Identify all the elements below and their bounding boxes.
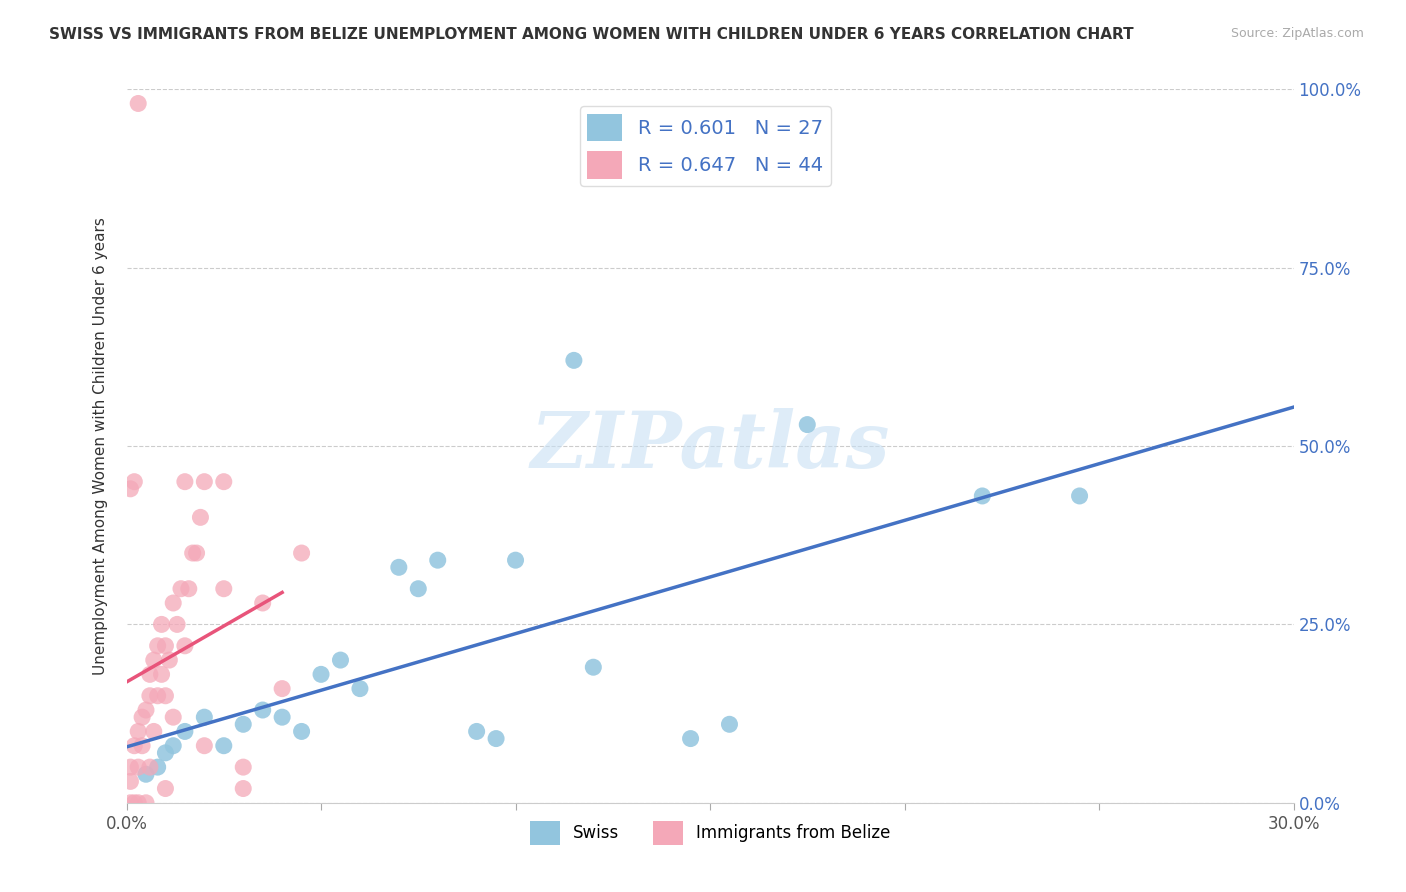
Immigrants from Belize xyxy=(190,510,212,524)
Swiss xyxy=(796,417,818,432)
Immigrants from Belize xyxy=(127,760,149,774)
Immigrants from Belize xyxy=(212,582,235,596)
Immigrants from Belize xyxy=(162,596,184,610)
Swiss xyxy=(388,560,411,574)
Immigrants from Belize xyxy=(150,667,173,681)
Immigrants from Belize xyxy=(290,546,312,560)
Immigrants from Belize xyxy=(131,739,153,753)
Immigrants from Belize xyxy=(232,760,254,774)
Immigrants from Belize xyxy=(139,689,162,703)
Swiss xyxy=(309,667,332,681)
Immigrants from Belize xyxy=(271,681,294,696)
Swiss xyxy=(329,653,352,667)
Swiss xyxy=(193,710,215,724)
Immigrants from Belize xyxy=(139,760,162,774)
Immigrants from Belize xyxy=(146,689,169,703)
Immigrants from Belize xyxy=(252,596,274,610)
Immigrants from Belize xyxy=(135,796,157,810)
Text: SWISS VS IMMIGRANTS FROM BELIZE UNEMPLOYMENT AMONG WOMEN WITH CHILDREN UNDER 6 Y: SWISS VS IMMIGRANTS FROM BELIZE UNEMPLOY… xyxy=(49,27,1133,42)
Swiss xyxy=(162,739,184,753)
Swiss xyxy=(679,731,702,746)
Immigrants from Belize xyxy=(142,724,165,739)
Immigrants from Belize xyxy=(155,689,177,703)
Immigrants from Belize xyxy=(212,475,235,489)
Immigrants from Belize xyxy=(120,774,142,789)
Swiss xyxy=(135,767,157,781)
Swiss xyxy=(505,553,527,567)
Swiss xyxy=(972,489,994,503)
Immigrants from Belize xyxy=(170,582,193,596)
Immigrants from Belize xyxy=(155,781,177,796)
Swiss xyxy=(408,582,430,596)
Immigrants from Belize xyxy=(157,653,180,667)
Immigrants from Belize xyxy=(181,546,204,560)
Immigrants from Belize xyxy=(174,639,197,653)
Swiss xyxy=(146,760,169,774)
Immigrants from Belize xyxy=(139,667,162,681)
Immigrants from Belize xyxy=(177,582,200,596)
Swiss xyxy=(290,724,312,739)
Immigrants from Belize xyxy=(120,760,142,774)
Immigrants from Belize xyxy=(150,617,173,632)
Immigrants from Belize xyxy=(174,475,197,489)
Immigrants from Belize xyxy=(127,724,149,739)
Swiss xyxy=(582,660,605,674)
Swiss xyxy=(485,731,508,746)
Text: ZIPatlas: ZIPatlas xyxy=(530,408,890,484)
Immigrants from Belize xyxy=(193,739,215,753)
Immigrants from Belize xyxy=(124,475,146,489)
Immigrants from Belize xyxy=(232,781,254,796)
Y-axis label: Unemployment Among Women with Children Under 6 years: Unemployment Among Women with Children U… xyxy=(93,217,108,675)
Immigrants from Belize xyxy=(124,796,146,810)
Swiss xyxy=(562,353,585,368)
Swiss xyxy=(426,553,449,567)
Immigrants from Belize xyxy=(124,739,146,753)
Swiss xyxy=(349,681,371,696)
Swiss xyxy=(155,746,177,760)
Text: Source: ZipAtlas.com: Source: ZipAtlas.com xyxy=(1230,27,1364,40)
Immigrants from Belize xyxy=(135,703,157,717)
Immigrants from Belize xyxy=(162,710,184,724)
Immigrants from Belize xyxy=(120,796,142,810)
Immigrants from Belize xyxy=(193,475,215,489)
Swiss xyxy=(718,717,741,731)
Immigrants from Belize xyxy=(166,617,188,632)
Swiss xyxy=(1069,489,1091,503)
Swiss xyxy=(465,724,488,739)
Swiss xyxy=(232,717,254,731)
Swiss xyxy=(252,703,274,717)
Immigrants from Belize xyxy=(146,639,169,653)
Swiss xyxy=(174,724,197,739)
Immigrants from Belize xyxy=(142,653,165,667)
Immigrants from Belize xyxy=(120,482,142,496)
Legend: Swiss, Immigrants from Belize: Swiss, Immigrants from Belize xyxy=(523,814,897,852)
Immigrants from Belize xyxy=(127,796,149,810)
Swiss xyxy=(212,739,235,753)
Immigrants from Belize xyxy=(127,96,149,111)
Immigrants from Belize xyxy=(131,710,153,724)
Immigrants from Belize xyxy=(186,546,208,560)
Swiss xyxy=(271,710,294,724)
Immigrants from Belize xyxy=(155,639,177,653)
